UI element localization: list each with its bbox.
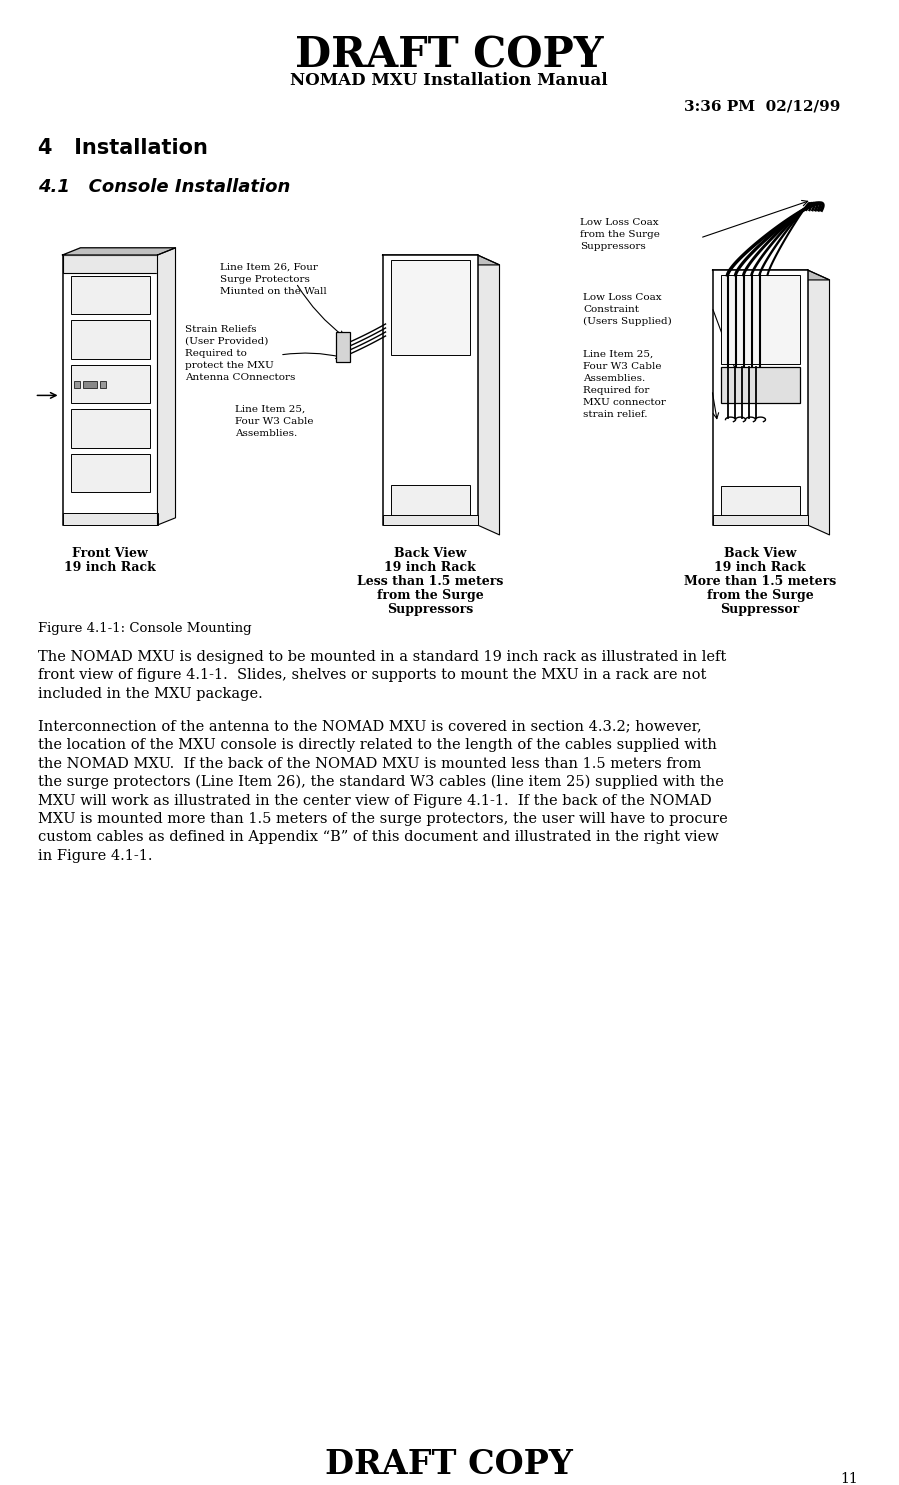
- Text: from the Surge: from the Surge: [580, 230, 660, 239]
- Text: Surge Protectors: Surge Protectors: [220, 275, 310, 284]
- Text: MXU is mounted more than 1.5 meters of the surge protectors, the user will have : MXU is mounted more than 1.5 meters of t…: [38, 812, 728, 826]
- Text: strain relief.: strain relief.: [583, 410, 647, 419]
- Text: 4   Installation: 4 Installation: [38, 138, 208, 157]
- Text: 19 inch Rack: 19 inch Rack: [64, 561, 156, 575]
- Text: included in the MXU package.: included in the MXU package.: [38, 688, 263, 701]
- Text: Constraint: Constraint: [583, 304, 639, 313]
- Bar: [720, 367, 799, 402]
- Bar: [390, 484, 469, 517]
- Text: Back View: Back View: [394, 546, 467, 560]
- Text: DRAFT COPY: DRAFT COPY: [295, 36, 603, 77]
- Text: (User Provided): (User Provided): [185, 337, 269, 346]
- Text: Four W3 Cable: Four W3 Cable: [583, 362, 662, 371]
- Bar: [70, 453, 149, 492]
- Bar: [70, 276, 149, 315]
- Text: Assemblies.: Assemblies.: [583, 374, 645, 383]
- Polygon shape: [382, 255, 500, 264]
- Text: the surge protectors (Line Item 26), the standard W3 cables (line item 25) suppl: the surge protectors (Line Item 26), the…: [38, 775, 724, 790]
- Text: Suppressors: Suppressors: [387, 603, 473, 616]
- Text: Line Item 25,: Line Item 25,: [583, 350, 654, 359]
- Text: Antenna COnnectors: Antenna COnnectors: [185, 373, 296, 382]
- Text: Interconnection of the antenna to the NOMAD MXU is covered in section 4.3.2; how: Interconnection of the antenna to the NO…: [38, 720, 702, 734]
- Text: 3:36 PM  02/12/99: 3:36 PM 02/12/99: [683, 99, 840, 114]
- Bar: [63, 255, 157, 526]
- Polygon shape: [63, 248, 175, 255]
- Polygon shape: [477, 255, 500, 535]
- Text: 11: 11: [841, 1472, 858, 1485]
- Bar: [70, 365, 149, 404]
- Text: Less than 1.5 meters: Less than 1.5 meters: [357, 575, 503, 588]
- Text: MXU will work as illustrated in the center view of Figure 4.1-1.  If the back of: MXU will work as illustrated in the cent…: [38, 793, 712, 808]
- Text: the location of the MXU console is directly related to the length of the cables : the location of the MXU console is direc…: [38, 738, 717, 751]
- Text: Four W3 Cable: Four W3 Cable: [235, 417, 314, 426]
- Bar: [335, 333, 350, 362]
- Text: custom cables as defined in Appendix “B” of this document and illustrated in the: custom cables as defined in Appendix “B”…: [38, 830, 718, 845]
- Text: Back View: Back View: [724, 546, 797, 560]
- Text: Front View: Front View: [72, 546, 147, 560]
- Text: 19 inch Rack: 19 inch Rack: [714, 561, 806, 575]
- Bar: [720, 487, 799, 517]
- Text: from the Surge: from the Surge: [707, 590, 814, 601]
- Bar: [83, 382, 96, 388]
- Bar: [63, 512, 157, 526]
- Text: Required to: Required to: [185, 349, 247, 358]
- Text: Figure 4.1-1: Console Mounting: Figure 4.1-1: Console Mounting: [38, 622, 252, 636]
- Bar: [713, 515, 807, 526]
- Text: MXU connector: MXU connector: [583, 398, 666, 407]
- Text: Line Item 26, Four: Line Item 26, Four: [220, 263, 318, 272]
- Bar: [382, 515, 477, 526]
- Text: Line Item 25,: Line Item 25,: [235, 405, 306, 414]
- Text: DRAFT COPY: DRAFT COPY: [325, 1448, 573, 1481]
- Text: from the Surge: from the Surge: [377, 590, 484, 601]
- Text: in Figure 4.1-1.: in Figure 4.1-1.: [38, 849, 153, 863]
- Text: More than 1.5 meters: More than 1.5 meters: [684, 575, 836, 588]
- Bar: [390, 260, 469, 355]
- Text: Suppressor: Suppressor: [720, 603, 799, 616]
- Polygon shape: [807, 270, 830, 535]
- Text: the NOMAD MXU.  If the back of the NOMAD MXU is mounted less than 1.5 meters fro: the NOMAD MXU. If the back of the NOMAD …: [38, 756, 701, 771]
- Text: Required for: Required for: [583, 386, 649, 395]
- Bar: [74, 382, 79, 388]
- Text: Low Loss Coax: Low Loss Coax: [580, 218, 659, 227]
- Text: Assemblies.: Assemblies.: [235, 429, 298, 438]
- Text: protect the MXU: protect the MXU: [185, 361, 274, 370]
- Text: Suppressors: Suppressors: [580, 242, 645, 251]
- Bar: [100, 382, 105, 388]
- Text: Miunted on the Wall: Miunted on the Wall: [220, 287, 326, 296]
- Text: Low Loss Coax: Low Loss Coax: [583, 293, 662, 301]
- Text: front view of figure 4.1-1.  Slides, shelves or supports to mount the MXU in a r: front view of figure 4.1-1. Slides, shel…: [38, 668, 707, 683]
- Bar: [63, 255, 157, 273]
- Text: NOMAD MXU Installation Manual: NOMAD MXU Installation Manual: [290, 71, 608, 89]
- Text: 4.1   Console Installation: 4.1 Console Installation: [38, 178, 290, 196]
- Bar: [382, 255, 477, 526]
- Polygon shape: [157, 248, 175, 526]
- Bar: [720, 275, 799, 364]
- Text: The NOMAD MXU is designed to be mounted in a standard 19 inch rack as illustrate: The NOMAD MXU is designed to be mounted …: [38, 650, 726, 664]
- Text: 19 inch Rack: 19 inch Rack: [384, 561, 476, 575]
- Bar: [713, 270, 807, 526]
- Bar: [70, 321, 149, 359]
- Bar: [70, 410, 149, 447]
- Text: (Users Supplied): (Users Supplied): [583, 316, 672, 327]
- Polygon shape: [713, 270, 830, 279]
- Text: Strain Reliefs: Strain Reliefs: [185, 325, 256, 334]
